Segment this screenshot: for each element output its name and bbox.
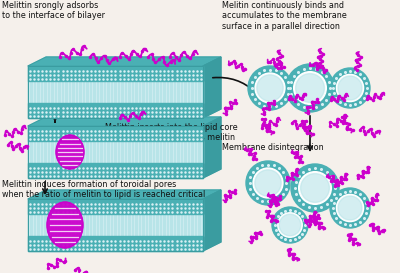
Bar bbox=[28, 126, 203, 178]
Circle shape bbox=[279, 214, 301, 236]
Polygon shape bbox=[203, 57, 221, 118]
Polygon shape bbox=[28, 57, 221, 66]
Circle shape bbox=[291, 164, 339, 212]
Bar bbox=[28, 141, 203, 164]
Text: Melittin inserts into the lipid core
and further recruitments melitin: Melittin inserts into the lipid core and… bbox=[105, 123, 238, 143]
Circle shape bbox=[330, 188, 370, 228]
Text: Melittin induces formation of toroidal pores
when the ratio of melitin to lipid : Melittin induces formation of toroidal p… bbox=[2, 180, 205, 199]
Bar bbox=[28, 164, 203, 178]
Circle shape bbox=[338, 196, 362, 220]
Text: Membrane disintegration: Membrane disintegration bbox=[222, 143, 324, 152]
Circle shape bbox=[336, 194, 364, 222]
Ellipse shape bbox=[56, 135, 84, 169]
Circle shape bbox=[330, 68, 370, 108]
Polygon shape bbox=[203, 117, 221, 178]
Polygon shape bbox=[28, 117, 221, 126]
Bar bbox=[28, 236, 203, 251]
Bar bbox=[28, 126, 203, 141]
Text: Melitin continuously binds and
accumulates to the membrane
surface in a parallel: Melitin continuously binds and accumulat… bbox=[222, 1, 347, 31]
Polygon shape bbox=[203, 190, 221, 251]
Text: Melittin srongly adsorbs
to the interface of bilayer: Melittin srongly adsorbs to the interfac… bbox=[2, 1, 105, 20]
Circle shape bbox=[296, 74, 324, 102]
Circle shape bbox=[246, 161, 290, 205]
Circle shape bbox=[253, 168, 283, 198]
Circle shape bbox=[294, 72, 326, 104]
Circle shape bbox=[248, 66, 292, 110]
Circle shape bbox=[255, 73, 285, 103]
Circle shape bbox=[257, 75, 283, 101]
Bar bbox=[28, 213, 203, 236]
Ellipse shape bbox=[47, 202, 83, 248]
Circle shape bbox=[278, 213, 302, 237]
Circle shape bbox=[286, 64, 334, 112]
Bar bbox=[28, 199, 203, 213]
Circle shape bbox=[255, 170, 281, 196]
Polygon shape bbox=[28, 190, 221, 199]
Bar bbox=[28, 103, 203, 118]
Circle shape bbox=[301, 174, 330, 202]
Circle shape bbox=[299, 172, 331, 204]
Circle shape bbox=[272, 207, 308, 243]
Circle shape bbox=[338, 76, 362, 100]
Bar bbox=[28, 66, 203, 118]
Circle shape bbox=[336, 75, 364, 102]
Bar bbox=[28, 81, 203, 103]
Bar bbox=[28, 199, 203, 251]
Bar bbox=[28, 66, 203, 81]
